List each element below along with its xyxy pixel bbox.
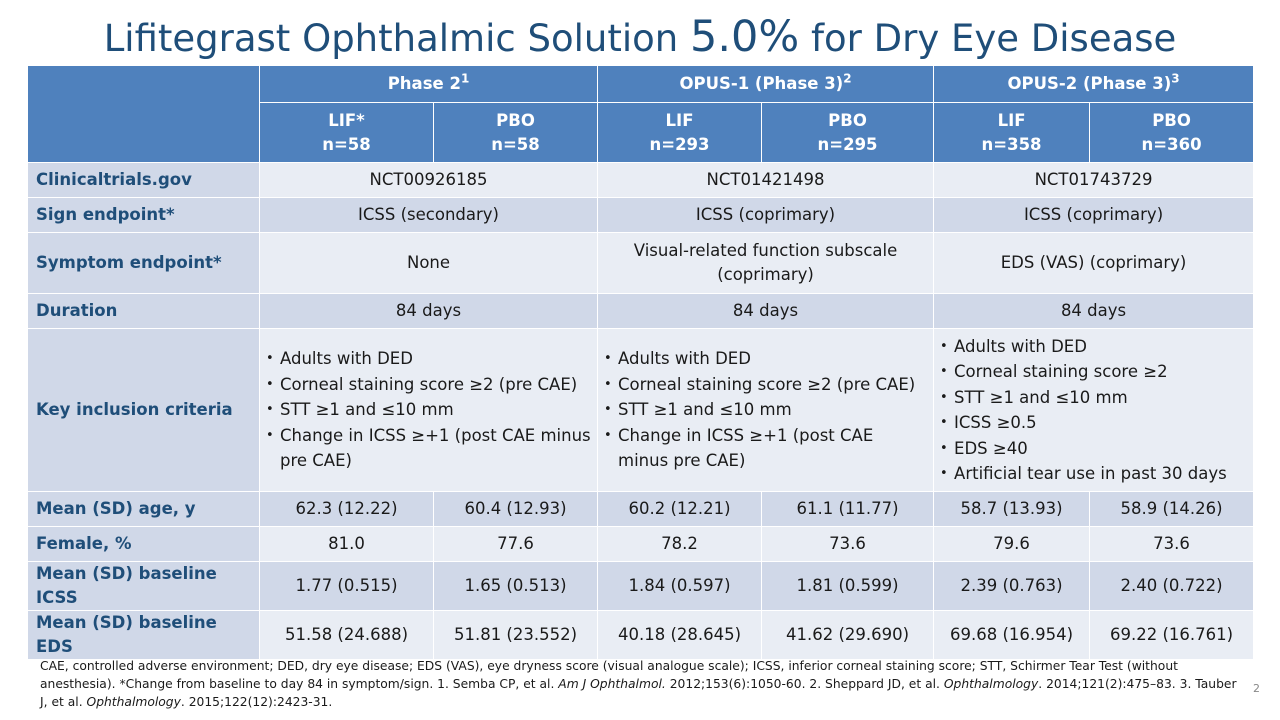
list-item: Adults with DED <box>266 346 591 372</box>
table-cell: 51.81 (23.552) <box>432 610 599 660</box>
table-cell: 84 days <box>597 293 935 329</box>
list-item: Corneal staining score ≥2 <box>940 359 1247 385</box>
table-row-baseline-icss: Mean (SD) baseline ICSS 1.77 (0.515) 1.6… <box>27 561 1255 611</box>
row-label: Key inclusion criteria <box>27 328 260 492</box>
title-percentage: 5.0% <box>689 12 800 62</box>
row-label: Clinicaltrials.gov <box>27 162 260 198</box>
table-row-duration: Duration 84 days 84 days 84 days <box>27 293 1255 329</box>
table-cell: 77.6 <box>432 526 599 562</box>
study-header-opus1: OPUS-1 (Phase 3)2 <box>597 65 935 103</box>
table-cell: 1.65 (0.513) <box>432 561 599 611</box>
criteria-cell-opus1: Adults with DED Corneal staining score ≥… <box>597 328 935 492</box>
table-row-sign-endpoint: Sign endpoint* ICSS (secondary) ICSS (co… <box>27 197 1255 233</box>
arm-header: PBO n=295 <box>761 102 935 163</box>
table-row-symptom-endpoint: Symptom endpoint* None Visual-related fu… <box>27 232 1255 294</box>
page-number: 2 <box>1253 682 1260 695</box>
table-cell: ICSS (coprimary) <box>597 197 935 233</box>
list-item: ICSS ≥0.5 <box>940 410 1247 436</box>
table-cell: NCT01743729 <box>933 162 1255 198</box>
table-cell: 73.6 <box>1089 526 1255 562</box>
list-item: Adults with DED <box>604 346 927 372</box>
table-row-clinicaltrials: Clinicaltrials.gov NCT00926185 NCT014214… <box>27 162 1255 198</box>
arm-header: LIF n=293 <box>597 102 763 163</box>
list-item: Artificial tear use in past 30 days <box>940 461 1247 487</box>
list-item: Change in ICSS ≥+1 (post CAE minus pre C… <box>266 423 591 474</box>
criteria-list: Adults with DED Corneal staining score ≥… <box>604 346 927 474</box>
criteria-cell-phase2: Adults with DED Corneal staining score ≥… <box>258 328 599 492</box>
arm-header: PBO n=58 <box>432 102 599 163</box>
table-cell: Visual-related function subscale (coprim… <box>597 232 935 294</box>
list-item: Change in ICSS ≥+1 (post CAE minus pre C… <box>604 423 927 474</box>
table-cell: 79.6 <box>933 526 1091 562</box>
table-row-female: Female, % 81.0 77.6 78.2 73.6 79.6 73.6 <box>27 526 1255 562</box>
table-cell: 69.68 (16.954) <box>933 610 1091 660</box>
table-cell: 84 days <box>933 293 1255 329</box>
table-cell: 60.4 (12.93) <box>432 491 599 527</box>
table-row-age: Mean (SD) age, y 62.3 (12.22) 60.4 (12.9… <box>27 491 1255 527</box>
table-row-inclusion-criteria: Key inclusion criteria Adults with DED C… <box>27 328 1255 492</box>
arm-header: LIF* n=58 <box>259 102 434 163</box>
table-cell: None <box>258 232 599 294</box>
study-comparison-table: Phase 21 OPUS-1 (Phase 3)2 OPUS-2 (Phase… <box>27 65 1255 660</box>
table-cell: 58.7 (13.93) <box>933 491 1091 527</box>
table-cell: 2.40 (0.722) <box>1089 561 1255 611</box>
table-cell: 58.9 (14.26) <box>1089 491 1255 527</box>
footnote: CAE, controlled adverse environment; DED… <box>40 659 1237 709</box>
table-cell: NCT00926185 <box>258 162 599 198</box>
table-cell: 1.81 (0.599) <box>761 561 935 611</box>
table-row-baseline-eds: Mean (SD) baseline EDS 51.58 (24.688) 51… <box>27 610 1255 660</box>
list-item: STT ≥1 and ≤10 mm <box>940 385 1247 411</box>
list-item: Corneal staining score ≥2 (pre CAE) <box>266 372 591 398</box>
arm-header: PBO n=360 <box>1089 102 1255 163</box>
table-cell: ICSS (coprimary) <box>933 197 1255 233</box>
table-cell: 40.18 (28.645) <box>597 610 763 660</box>
header-corner-cell <box>27 65 260 163</box>
table-cell: 41.62 (29.690) <box>761 610 935 660</box>
table-cell: EDS (VAS) (coprimary) <box>933 232 1255 294</box>
table-cell: 60.2 (12.21) <box>597 491 763 527</box>
row-label: Mean (SD) baseline EDS <box>27 610 260 660</box>
list-item: Corneal staining score ≥2 (pre CAE) <box>604 372 927 398</box>
table-cell: NCT01421498 <box>597 162 935 198</box>
row-label: Sign endpoint* <box>27 197 260 233</box>
row-label: Mean (SD) baseline ICSS <box>27 561 260 611</box>
title-suffix: for Dry Eye Disease <box>799 17 1177 60</box>
list-item: EDS ≥40 <box>940 436 1247 462</box>
table-cell: 1.84 (0.597) <box>597 561 763 611</box>
table-cell: 81.0 <box>259 526 434 562</box>
criteria-list: Adults with DED Corneal staining score ≥… <box>940 334 1247 487</box>
row-label: Mean (SD) age, y <box>27 491 260 527</box>
study-header-phase2: Phase 21 <box>258 65 599 103</box>
table-cell: 1.77 (0.515) <box>259 561 434 611</box>
table-cell: 84 days <box>258 293 599 329</box>
table-cell: 73.6 <box>761 526 935 562</box>
row-label: Female, % <box>27 526 260 562</box>
row-label: Symptom endpoint* <box>27 232 260 294</box>
table-cell: 61.1 (11.77) <box>761 491 935 527</box>
row-label: Duration <box>27 293 260 329</box>
study-header-opus2: OPUS-2 (Phase 3)3 <box>933 65 1255 103</box>
list-item: STT ≥1 and ≤10 mm <box>604 397 927 423</box>
slide-title: Lifitegrast Ophthalmic Solution 5.0% for… <box>0 12 1280 62</box>
list-item: Adults with DED <box>940 334 1247 360</box>
title-prefix: Lifitegrast Ophthalmic Solution <box>103 17 690 60</box>
criteria-list: Adults with DED Corneal staining score ≥… <box>266 346 591 474</box>
criteria-cell-opus2: Adults with DED Corneal staining score ≥… <box>933 328 1255 492</box>
arm-header: LIF n=358 <box>933 102 1091 163</box>
table-cell: 62.3 (12.22) <box>259 491 434 527</box>
table-cell: 78.2 <box>597 526 763 562</box>
table-cell: ICSS (secondary) <box>258 197 599 233</box>
table-cell: 2.39 (0.763) <box>933 561 1091 611</box>
table-cell: 51.58 (24.688) <box>259 610 434 660</box>
list-item: STT ≥1 and ≤10 mm <box>266 397 591 423</box>
table-cell: 69.22 (16.761) <box>1089 610 1255 660</box>
